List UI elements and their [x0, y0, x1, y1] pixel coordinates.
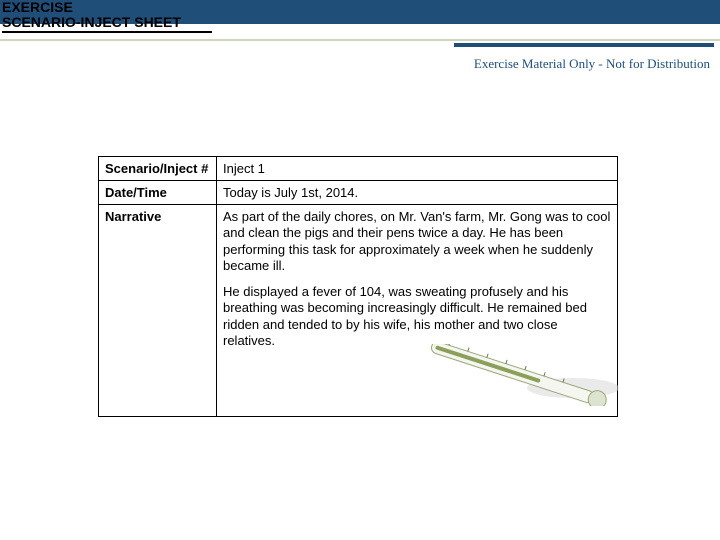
title-underline [2, 31, 212, 33]
narrative-p2: He displayed a fever of 104, was sweatin… [223, 284, 611, 349]
narrative-cell: As part of the daily chores, on Mr. Van'… [217, 205, 618, 417]
datetime-value: Today is July 1st, 2014. [217, 181, 618, 205]
narrative-label: Narrative [99, 205, 217, 417]
title-line-2: SCENARIO-INJECT SHEET [2, 14, 181, 30]
scenario-value: Inject 1 [217, 157, 618, 181]
page-title: EXERCISE SCENARIO-INJECT SHEET [2, 0, 181, 31]
divider-rules [0, 39, 720, 51]
narrative-p1: As part of the daily chores, on Mr. Van'… [223, 209, 611, 274]
table-row: Narrative As part of the daily chores, o… [99, 205, 618, 417]
datetime-label: Date/Time [99, 181, 217, 205]
inject-table: Scenario/Inject # Inject 1 Date/Time Tod… [98, 156, 618, 417]
rule-light [0, 39, 720, 41]
inject-table-wrap: Scenario/Inject # Inject 1 Date/Time Tod… [98, 156, 618, 417]
rule-dark [454, 43, 714, 47]
table-row: Date/Time Today is July 1st, 2014. [99, 181, 618, 205]
scenario-label: Scenario/Inject # [99, 157, 217, 181]
disclaimer-text: Exercise Material Only - Not for Distrib… [474, 56, 710, 72]
table-row: Scenario/Inject # Inject 1 [99, 157, 618, 181]
title-line-1: EXERCISE [2, 0, 73, 15]
